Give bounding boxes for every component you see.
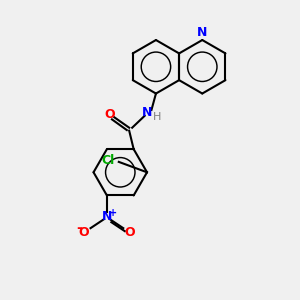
Text: O: O [124,226,135,239]
Text: N: N [197,26,208,38]
Text: N: N [142,106,152,119]
Text: N: N [102,210,112,223]
Text: Cl: Cl [102,154,115,167]
Text: O: O [79,226,89,239]
Text: H: H [153,112,162,122]
Text: +: + [110,208,118,218]
Text: O: O [105,108,115,121]
Text: -: - [76,220,82,235]
